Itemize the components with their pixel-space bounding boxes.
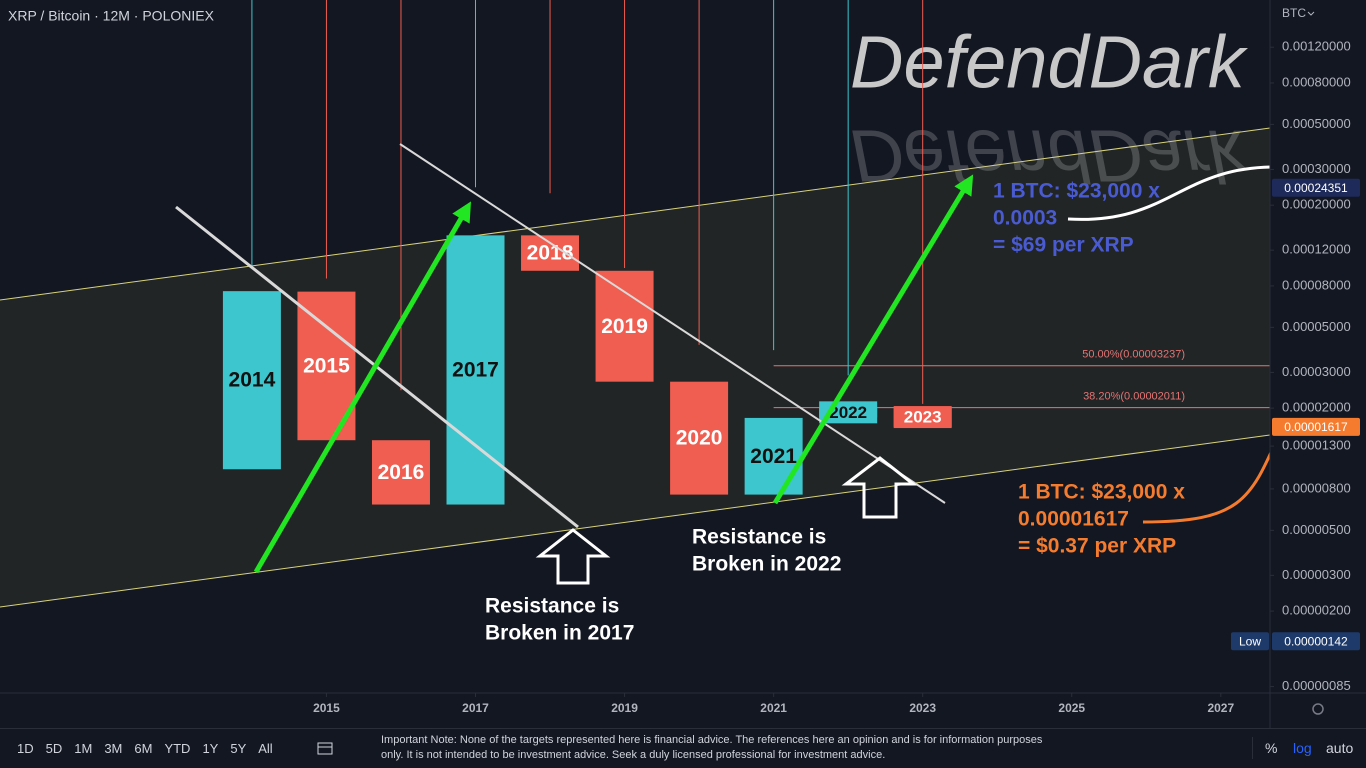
y-tick-label: 0.00003000 xyxy=(1282,364,1351,379)
timeframe-button[interactable]: 5Y xyxy=(230,741,247,756)
y-tick-label: 0.00000300 xyxy=(1282,567,1351,582)
channel-upper xyxy=(0,127,1271,301)
price-tag-label: 0.00001617 xyxy=(1284,420,1348,434)
resistance-line xyxy=(399,143,946,504)
current-note: 1 BTC: $23,000 x xyxy=(1018,481,1185,504)
price-tag-label: 0.00000142 xyxy=(1284,634,1348,648)
y-tick-label: 0.00000500 xyxy=(1282,522,1351,537)
timeframe-button[interactable]: 3M xyxy=(104,741,123,756)
y-tick-label: 0.00001300 xyxy=(1282,438,1351,453)
timeframe-button[interactable]: 5D xyxy=(45,741,63,756)
candle-body xyxy=(744,417,803,495)
connector xyxy=(1067,165,1281,221)
y-tick-label: 0.00000085 xyxy=(1282,678,1351,693)
x-tick-label: 2021 xyxy=(760,701,787,715)
fib-label: 50.00%(0.00003237) xyxy=(1082,349,1185,361)
hollow-arrow xyxy=(535,528,611,585)
symbol-title: XRP / Bitcoin · 12M · POLONIEX xyxy=(8,8,215,24)
price-tag-label: 0.00024351 xyxy=(1284,181,1348,195)
candle-label: 2020 xyxy=(676,427,723,450)
breakout-note: Broken in 2022 xyxy=(692,553,841,576)
chart: DefendDark DefendDark 50.00%(0.00003237)… xyxy=(0,0,1366,728)
auto-button[interactable]: auto xyxy=(1326,740,1354,756)
breakout-note: Resistance is xyxy=(692,526,826,549)
green-arrow xyxy=(772,174,974,505)
candle-body xyxy=(521,235,580,271)
y-tick-label: 0.00008000 xyxy=(1282,277,1351,292)
y-tick-label: 0.00002000 xyxy=(1282,400,1351,415)
settings-icon[interactable] xyxy=(1312,703,1324,715)
current-note: 0.00001617 xyxy=(1018,508,1129,531)
price-tag xyxy=(1272,178,1360,197)
target-note: 0.0003 xyxy=(993,207,1057,230)
timeframe-button[interactable]: 1D xyxy=(17,741,34,756)
breakout-note: Resistance is xyxy=(485,595,619,618)
timeframe-button[interactable]: YTD xyxy=(164,741,191,756)
candle-body xyxy=(670,381,729,495)
hollow-arrow xyxy=(841,456,918,519)
target-note: = $69 per XRP xyxy=(993,234,1134,257)
candle-body xyxy=(595,270,654,382)
x-tick-label: 2025 xyxy=(1058,701,1085,715)
candle-label: 2021 xyxy=(750,445,797,468)
candle-label: 2018 xyxy=(527,242,574,265)
y-tick-label: 0.00120000 xyxy=(1282,39,1351,54)
timeframe-button[interactable]: 6M xyxy=(134,741,153,756)
watermark: DefendDark xyxy=(850,21,1249,104)
price-tag xyxy=(1272,417,1360,436)
candle-label: 2014 xyxy=(229,369,276,392)
fib-label: 38.20%(0.00002011) xyxy=(1083,391,1185,403)
current-note: = $0.37 per XRP xyxy=(1018,535,1176,558)
green-arrow xyxy=(253,201,472,574)
target-note: 1 BTC: $23,000 x xyxy=(993,180,1160,203)
channel-lower xyxy=(0,434,1271,608)
candle-label: 2016 xyxy=(378,461,425,484)
disclaimer: Important Note: None of the targets repr… xyxy=(381,734,1043,761)
y-tick-label: 0.00012000 xyxy=(1282,242,1351,257)
candle-body xyxy=(371,440,430,505)
candle-label-box xyxy=(893,406,952,429)
timeframes: 1D 5D 1M 3M 6M YTD 1Y 5Y All xyxy=(0,741,273,756)
x-tick-label: 2017 xyxy=(462,701,489,715)
breakout-note: Broken in 2017 xyxy=(485,622,634,645)
log-button[interactable]: log xyxy=(1293,740,1312,756)
separator xyxy=(1252,737,1253,759)
chevron xyxy=(1307,11,1315,16)
price-axis xyxy=(1270,0,1366,728)
timeframe-button[interactable]: 1M xyxy=(74,741,93,756)
x-tick-label: 2027 xyxy=(1207,701,1234,715)
x-tick-label: 2019 xyxy=(611,701,638,715)
candle-label: 2015 xyxy=(303,354,350,377)
candle-body xyxy=(222,291,281,470)
date-range-icon[interactable] xyxy=(316,740,336,756)
candle-label: 2023 xyxy=(904,408,942,427)
y-tick-label: 0.00050000 xyxy=(1282,116,1351,131)
y-tick-label: 0.00005000 xyxy=(1282,319,1351,334)
y-tick-label: 0.00030000 xyxy=(1282,161,1351,176)
candle-label: 2019 xyxy=(601,315,648,338)
y-tick-label: 0.00000800 xyxy=(1282,480,1351,495)
y-tick-label: 0.00000200 xyxy=(1282,603,1351,618)
watermark-reflection: DefendDark xyxy=(850,114,1249,197)
timeframe-button[interactable]: 1Y xyxy=(202,741,219,756)
low-tag xyxy=(1231,632,1269,651)
candle-label: 2017 xyxy=(452,358,499,381)
bottom-toolbar: 1D 5D 1M 3M 6M YTD 1Y 5Y All Important Note: Non… xyxy=(0,728,1366,768)
candle-label: 2022 xyxy=(829,403,867,422)
x-tick-label: 2023 xyxy=(909,701,936,715)
currency-selector[interactable]: BTC xyxy=(1282,6,1306,20)
connector xyxy=(1142,436,1280,524)
y-tick-label: 0.00080000 xyxy=(1282,74,1351,89)
y-tick-label: 0.00020000 xyxy=(1282,197,1351,212)
percent-button[interactable]: % xyxy=(1265,740,1278,756)
x-tick-label: 2015 xyxy=(313,701,340,715)
timeframe-button[interactable]: All xyxy=(258,741,273,756)
price-tag xyxy=(1272,632,1360,651)
low-tag-label: Low xyxy=(1239,634,1261,648)
